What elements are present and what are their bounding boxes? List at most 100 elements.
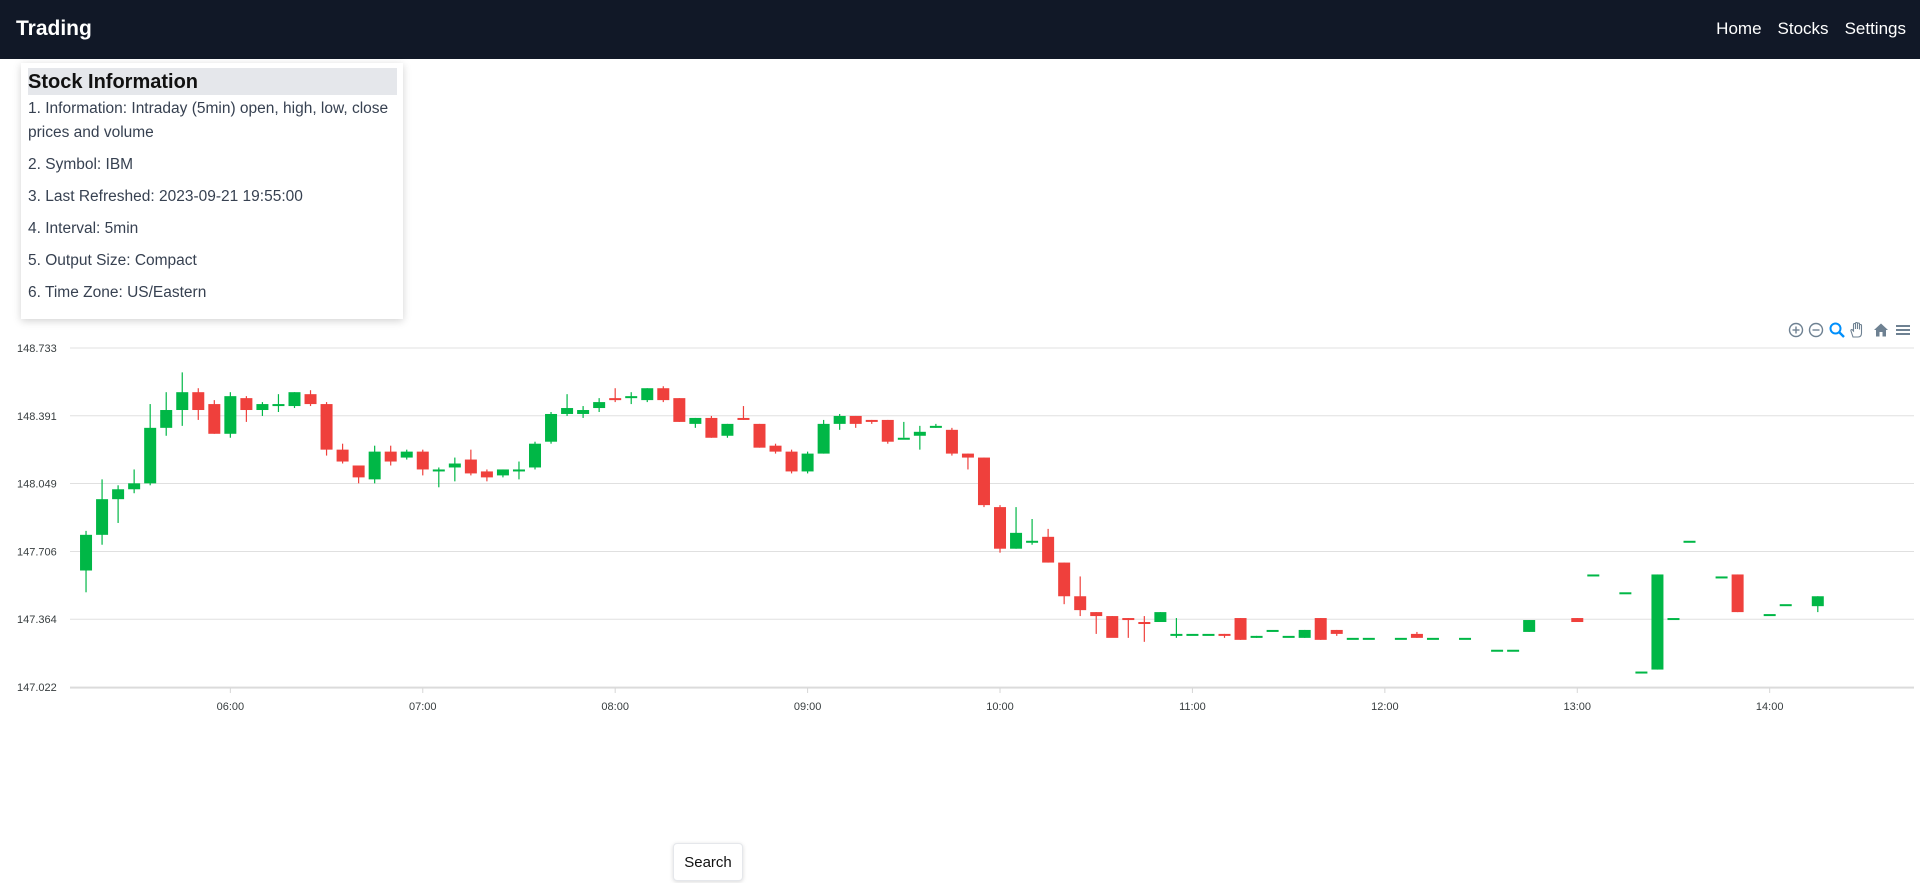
candle-body-down bbox=[384, 451, 397, 462]
info-line-last-refreshed: 3. Last Refreshed: 2023-09-21 19:55:00 bbox=[28, 188, 303, 205]
candle-body-up bbox=[160, 410, 173, 428]
candle-body-down bbox=[865, 419, 878, 422]
stock-info-body: 1. Information: Intraday (5min) open, hi… bbox=[28, 97, 393, 313]
brand-logo[interactable]: Trading bbox=[16, 17, 92, 40]
zoom-out-icon[interactable] bbox=[1807, 321, 1825, 339]
candle-body-down bbox=[1731, 574, 1744, 613]
candle-body-up bbox=[641, 388, 654, 401]
candle-body-up bbox=[913, 431, 926, 436]
y-tick-label: 147.022 bbox=[17, 682, 57, 694]
candle-body-down bbox=[1074, 596, 1087, 611]
candle-body-up bbox=[1619, 592, 1632, 595]
candle-body-down bbox=[1058, 562, 1071, 597]
nav-home-link[interactable]: Home bbox=[1716, 19, 1762, 38]
candle-body-up bbox=[1202, 633, 1215, 636]
x-tick-label: 12:00 bbox=[1371, 701, 1399, 713]
candle-body-up bbox=[1507, 649, 1520, 652]
x-tick-label: 13:00 bbox=[1564, 701, 1592, 713]
candle-body-up bbox=[1459, 637, 1472, 640]
candle-body-down bbox=[609, 398, 622, 401]
candle-body-up bbox=[272, 404, 285, 407]
y-tick-label: 148.049 bbox=[17, 479, 57, 491]
info-line-time-zone: 6. Time Zone: US/Eastern bbox=[28, 284, 207, 301]
candle-body-down bbox=[1138, 622, 1151, 625]
candle-body-up bbox=[1651, 574, 1664, 670]
info-line-symbol: 2. Symbol: IBM bbox=[28, 156, 134, 173]
candle-body-up bbox=[577, 410, 590, 414]
candle-body-up bbox=[1010, 532, 1023, 549]
candle-body-up bbox=[112, 489, 125, 500]
candle-body-up bbox=[368, 451, 381, 480]
candle-body-down bbox=[705, 417, 718, 438]
candle-body-up bbox=[512, 469, 525, 472]
candle-body-up bbox=[1491, 649, 1504, 652]
y-tick-label: 147.364 bbox=[17, 614, 57, 626]
top-navbar: Trading Home Stocks Settings bbox=[0, 0, 1920, 59]
candle-body-down bbox=[753, 423, 766, 448]
x-tick-label: 10:00 bbox=[986, 701, 1014, 713]
candle-body-up bbox=[176, 392, 189, 411]
candle-body-up bbox=[1667, 618, 1680, 621]
stock-info-title: Stock Information bbox=[28, 68, 397, 95]
search-button[interactable]: Search bbox=[673, 843, 743, 881]
candle-body-up bbox=[1026, 540, 1039, 543]
selection-zoom-icon[interactable] bbox=[1828, 321, 1846, 339]
candlestick-chart[interactable]: 148.733 148.391 148.049 147.706 147.364 147.0… bbox=[0, 330, 1920, 720]
chart-toolbar bbox=[1784, 321, 1920, 341]
candle-body-down bbox=[1218, 633, 1231, 636]
home-icon[interactable] bbox=[1872, 321, 1890, 339]
candle-body-up bbox=[1362, 637, 1375, 640]
nav-stocks-link[interactable]: Stocks bbox=[1777, 19, 1829, 38]
zoom-in-icon[interactable] bbox=[1787, 321, 1805, 339]
candle-body-up bbox=[1523, 620, 1536, 632]
candle-body-down bbox=[881, 419, 894, 442]
candle-body-up bbox=[1683, 540, 1696, 543]
x-tick-label: 11:00 bbox=[1179, 701, 1206, 713]
x-tick-label: 09:00 bbox=[794, 701, 822, 713]
candle-body-down bbox=[1106, 616, 1119, 638]
candle-body-down bbox=[1090, 612, 1103, 617]
candle-body-up bbox=[833, 415, 846, 424]
candle-body-down bbox=[769, 445, 782, 452]
candle-body-up bbox=[288, 392, 301, 407]
candle-body-up bbox=[256, 404, 269, 411]
candle-body-down bbox=[737, 417, 750, 420]
x-tick-label: 14:00 bbox=[1756, 701, 1784, 713]
candle-body-down bbox=[1330, 629, 1343, 634]
candle-body-down bbox=[416, 451, 429, 470]
info-line-information: 1. Information: Intraday (5min) open, hi… bbox=[28, 100, 389, 141]
candle-body-up bbox=[929, 425, 942, 428]
x-tick-label: 08:00 bbox=[601, 701, 629, 713]
candle-body-down bbox=[1571, 618, 1584, 623]
menu-icon[interactable] bbox=[1894, 321, 1912, 339]
y-tick-label: 148.391 bbox=[17, 411, 57, 423]
stock-info-card: Stock Information 1. Information: Intrad… bbox=[21, 63, 403, 319]
candle-body-down bbox=[208, 404, 221, 434]
candle-body-up bbox=[529, 443, 542, 468]
candle-body-up bbox=[1394, 637, 1407, 640]
candle-body-up bbox=[1298, 629, 1311, 638]
candle-body-down bbox=[1122, 618, 1135, 621]
pan-hand-icon[interactable] bbox=[1848, 321, 1866, 339]
candle-body-up bbox=[1266, 629, 1279, 632]
nav-settings-link[interactable]: Settings bbox=[1844, 19, 1906, 38]
candle-body-down bbox=[849, 415, 862, 424]
candle-body-down bbox=[240, 398, 253, 411]
candle-body-up bbox=[1250, 635, 1263, 638]
candle-body-up bbox=[625, 396, 638, 399]
info-line-interval: 4. Interval: 5min bbox=[28, 220, 139, 237]
candle-body-down bbox=[1410, 633, 1423, 638]
candle-body-up bbox=[448, 463, 461, 468]
candle-body-up bbox=[689, 417, 702, 424]
candle-body-up bbox=[1186, 633, 1199, 636]
candle-body-up bbox=[545, 413, 558, 442]
candle-body-up bbox=[1426, 637, 1439, 640]
candle-body-down bbox=[336, 449, 349, 462]
candle-body-up bbox=[1635, 671, 1648, 674]
x-tick-label: 07:00 bbox=[409, 701, 437, 713]
candle-body-up bbox=[80, 534, 93, 571]
candle-body-down bbox=[785, 451, 798, 472]
candle-body-down bbox=[994, 507, 1007, 549]
candle-body-down bbox=[673, 398, 686, 422]
candle-body-up bbox=[593, 402, 606, 409]
